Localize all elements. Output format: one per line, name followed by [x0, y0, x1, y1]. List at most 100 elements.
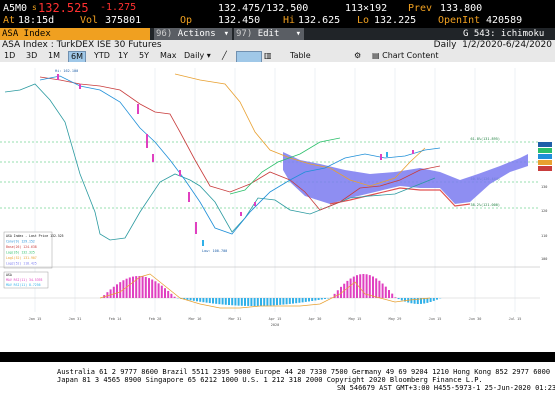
- osc-bar: [404, 298, 406, 302]
- vol-label: Vol: [80, 15, 99, 26]
- price-low-label: Low: 100.700: [202, 249, 227, 253]
- osc-bar: [420, 298, 422, 304]
- period-1d[interactable]: 1D: [4, 51, 16, 60]
- candle-chart-icon[interactable]: ▥: [264, 51, 272, 60]
- osc-bar: [365, 274, 368, 298]
- osc-bar: [356, 275, 358, 298]
- net-change: -1.275: [100, 2, 137, 13]
- osc-bar: [352, 276, 355, 298]
- osc-bar: [189, 298, 192, 301]
- period-1m[interactable]: 1M: [48, 51, 60, 60]
- osc-bar: [263, 298, 266, 306]
- actions-menu[interactable]: 96) Actions ▾: [154, 28, 232, 40]
- legend-conv: Conv(9) 129.152: [6, 240, 35, 244]
- osc-bar: [119, 282, 122, 298]
- chevron-down-icon: ▾: [295, 29, 301, 39]
- osc-bar: [349, 278, 352, 298]
- osc-bar: [170, 293, 173, 298]
- osc-bar: [109, 289, 112, 298]
- period-5y[interactable]: 5Y: [139, 51, 149, 60]
- right-axis: 130 120 110 100: [538, 142, 552, 261]
- osc-bar: [288, 298, 291, 304]
- legend-lag1: Lag1(52) 131.907: [6, 256, 37, 260]
- edit-menu[interactable]: 97) Edit ▾: [234, 28, 304, 40]
- osc-bar: [218, 298, 221, 305]
- chart-toolbar: ASA Index : TurkDEX ISE 30 Futures Daily…: [0, 40, 555, 63]
- x-tick-label: Apr 30: [309, 317, 322, 321]
- bid-ask-size: 113×192: [345, 3, 388, 14]
- osc-bar: [138, 276, 141, 298]
- daily-select[interactable]: Daily ▾: [184, 51, 211, 60]
- actions-menu-label: Actions: [177, 29, 216, 39]
- osc-bar: [381, 283, 384, 298]
- osc-bar: [154, 281, 157, 298]
- osc-bar: [256, 298, 259, 306]
- osc-bar: [324, 298, 326, 299]
- osc-bar: [231, 298, 234, 306]
- period-max[interactable]: Max: [160, 51, 177, 60]
- function-bar: ASA Index 96) Actions ▾ 97) Edit ▾ G 543…: [0, 28, 555, 40]
- line-chart-icon[interactable]: ╱: [222, 51, 227, 60]
- bid-ask: 132.475/132.500: [218, 3, 309, 14]
- x-tick-label: Jul 15: [509, 317, 522, 321]
- cloud-lower-edge: [329, 187, 471, 207]
- footer-session: SN 546679 AST GMT+3:00 H455-5973-1 25-Ju…: [337, 384, 555, 392]
- period-1y[interactable]: 1Y: [118, 51, 128, 60]
- osc-bar: [199, 298, 202, 302]
- axis-tick-120: 120: [541, 209, 547, 213]
- oscillator-legend: ASA MAV RSI(11) 34.5393 MAV RSI(11) 8.72…: [3, 271, 49, 289]
- osc-bar: [314, 298, 317, 301]
- osc-bar: [183, 298, 186, 300]
- x-axis-year: 2020: [271, 323, 279, 327]
- x-axis: Jan 15 Jan 31 Feb 14 Feb 28 Mar 16 Mar 31 Apr …: [29, 317, 522, 321]
- fib-label-618: 61.8%(131.895): [470, 137, 500, 141]
- osc-bar: [308, 298, 310, 302]
- oscillator-bars: [103, 274, 442, 306]
- osc-bar: [253, 298, 256, 306]
- osc-bar: [247, 298, 250, 306]
- high-value: 132.625: [298, 15, 341, 26]
- last-price: 132.525: [38, 1, 89, 15]
- osc-bar: [301, 298, 304, 303]
- x-tick-label: Jan 31: [69, 317, 82, 321]
- osc-bar: [141, 276, 144, 298]
- table-button[interactable]: Table: [290, 51, 311, 60]
- osc-bar: [260, 298, 262, 306]
- period-3d[interactable]: 3D: [26, 51, 38, 60]
- ichimoku-cloud: [283, 152, 528, 204]
- security-name: ASA Index: [2, 29, 51, 39]
- osc-signal-line: [99, 273, 431, 309]
- price-high-label: Hi: 162.100: [55, 69, 78, 73]
- x-tick-label: Mar 16: [189, 317, 202, 321]
- chevron-down-icon: ▾: [223, 29, 229, 39]
- osc-bar: [336, 290, 339, 298]
- osc-bar: [228, 298, 230, 306]
- osc-bar: [202, 298, 205, 303]
- osc-bar: [285, 298, 288, 305]
- legend-base: Base(26) 124.638: [6, 245, 37, 249]
- osc-bar: [436, 298, 438, 300]
- osc-bar: [429, 298, 432, 302]
- osc-bar: [416, 298, 419, 304]
- security-field[interactable]: ASA Index: [0, 28, 150, 40]
- lag26-line-green: [229, 137, 341, 195]
- osc-bar: [244, 298, 246, 306]
- chart-content-button[interactable]: ▤ Chart Content: [372, 51, 439, 60]
- high-label: Hi: [283, 15, 296, 26]
- periodicity-label: Daily: [433, 40, 457, 50]
- osc-bar: [224, 298, 227, 305]
- osc-bar: [346, 280, 349, 298]
- osc-bar: [250, 298, 253, 306]
- chart-area[interactable]: 61.8%(131.895) 50.0%(126.444) 38.2%(121.…: [0, 62, 555, 352]
- osc-bar: [378, 280, 381, 298]
- osc-bar: [266, 298, 269, 306]
- ichimoku-chart[interactable]: 61.8%(131.895) 50.0%(126.444) 38.2%(121.…: [0, 62, 555, 352]
- osc-bar: [282, 298, 285, 305]
- osc-bar: [320, 298, 323, 300]
- settings-icon[interactable]: ⚙: [354, 51, 362, 60]
- period-ytd[interactable]: YTD: [94, 51, 110, 60]
- osc-bar: [384, 286, 387, 298]
- osc-bar: [128, 277, 131, 298]
- date-range[interactable]: 1/2/2020-6/24/2020: [462, 40, 552, 50]
- osc-bar: [160, 285, 163, 298]
